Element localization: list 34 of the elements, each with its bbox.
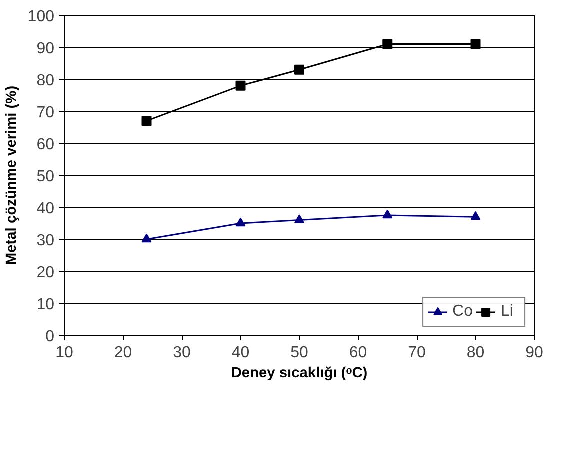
point xyxy=(294,214,304,224)
x-tick-label: 60 xyxy=(349,344,368,362)
y-axis-title: Metal çözünme verimi (%) xyxy=(4,86,20,266)
x-tick-label: 90 xyxy=(526,344,544,362)
y-tick-label: 60 xyxy=(36,136,55,154)
point xyxy=(382,39,393,50)
y-tick-label: 80 xyxy=(36,72,55,90)
legend-label: Co xyxy=(452,303,473,321)
x-tick-label: 40 xyxy=(232,344,250,362)
x-tick-label: 50 xyxy=(290,344,308,362)
point xyxy=(142,116,152,126)
y-tick-label: 40 xyxy=(36,200,55,218)
y-tick-label: 90 xyxy=(36,40,55,58)
point xyxy=(294,64,304,75)
point xyxy=(142,234,152,243)
x-axis-title: Deney sıcaklığı (ᵒC) xyxy=(231,366,368,382)
point xyxy=(236,80,246,91)
point xyxy=(382,210,393,219)
y-tick-label: 100 xyxy=(28,8,55,26)
x-tick-label: 30 xyxy=(173,344,191,362)
point xyxy=(470,39,481,50)
legend-label: Li xyxy=(501,303,514,321)
x-tick-label: 70 xyxy=(408,344,426,362)
point xyxy=(236,218,246,227)
y-tick-label: 0 xyxy=(46,328,55,346)
point xyxy=(470,211,481,220)
y-tick-label: 70 xyxy=(36,104,55,122)
y-tick-label: 10 xyxy=(36,296,55,314)
y-tick-label: 20 xyxy=(36,264,55,282)
x-tick-label: 80 xyxy=(466,344,485,362)
y-tick-label: 30 xyxy=(36,232,55,250)
x-tick-label: 10 xyxy=(56,344,74,362)
y-tick-label: 50 xyxy=(36,168,55,186)
x-tick-label: 20 xyxy=(114,344,132,362)
